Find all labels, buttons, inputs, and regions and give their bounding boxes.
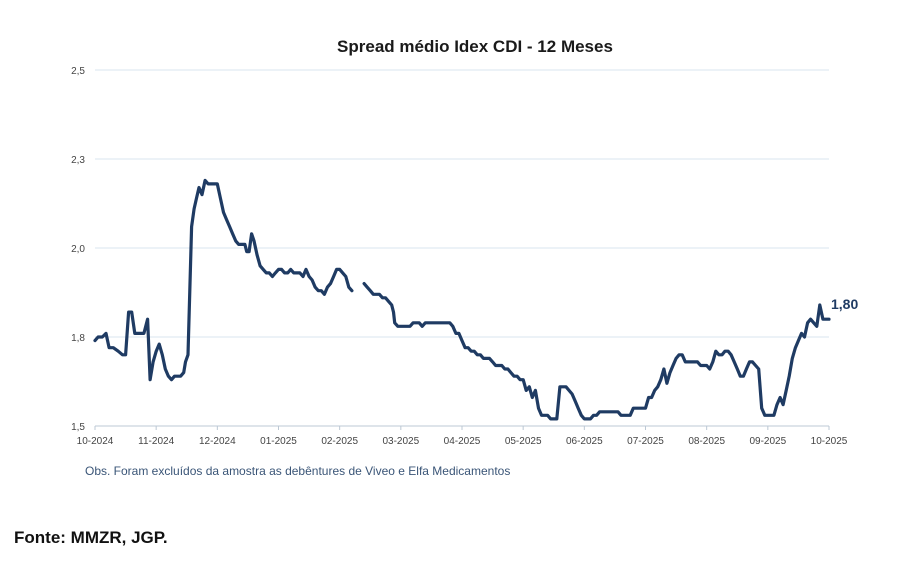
y-tick-label: 1,8 [71,333,85,344]
x-tick-label: 12-2024 [199,436,236,447]
y-tick-label: 2,3 [71,155,85,166]
last-value-label: 1,80 [831,296,858,312]
x-tick-label: 08-2025 [688,436,725,447]
x-tick-label: 02-2025 [321,436,358,447]
y-tick-label: 2,0 [71,244,85,255]
grid-lines [95,69,829,427]
chart-title: Spread médio Idex CDI - 12 Meses [337,37,613,56]
y-tick-label: 2,5 [71,66,85,77]
series-line-group [93,178,831,421]
y-axis-ticks: 1,5 1,8 2,0 2,3 2,5 [71,66,85,433]
source-caption: Fonte: MMZR, JGP. [14,528,168,547]
chart-note: Obs. Foram excluídos da amostra as debên… [85,464,510,478]
x-tick-label: 07-2025 [627,436,664,447]
x-tick-label: 06-2025 [566,436,603,447]
x-tick-label: 03-2025 [382,436,419,447]
x-tick-label: 09-2025 [749,436,786,447]
spread-chart: Spread médio Idex CDI - 12 Meses 1,5 1,8 2… [71,37,858,478]
x-tick-label: 10-2025 [811,436,848,447]
x-tick-label: 01-2025 [260,436,297,447]
x-axis-ticks: 10-2024 11-2024 12-2024 01-2025 02-2025 03-20… [77,426,848,447]
series-line [362,282,831,421]
series-line [93,178,354,382]
x-tick-label: 05-2025 [505,436,542,447]
y-tick-label: 1,5 [71,422,85,433]
x-tick-label: 10-2024 [77,436,114,447]
x-tick-label: 04-2025 [444,436,481,447]
x-tick-label: 11-2024 [138,436,174,447]
